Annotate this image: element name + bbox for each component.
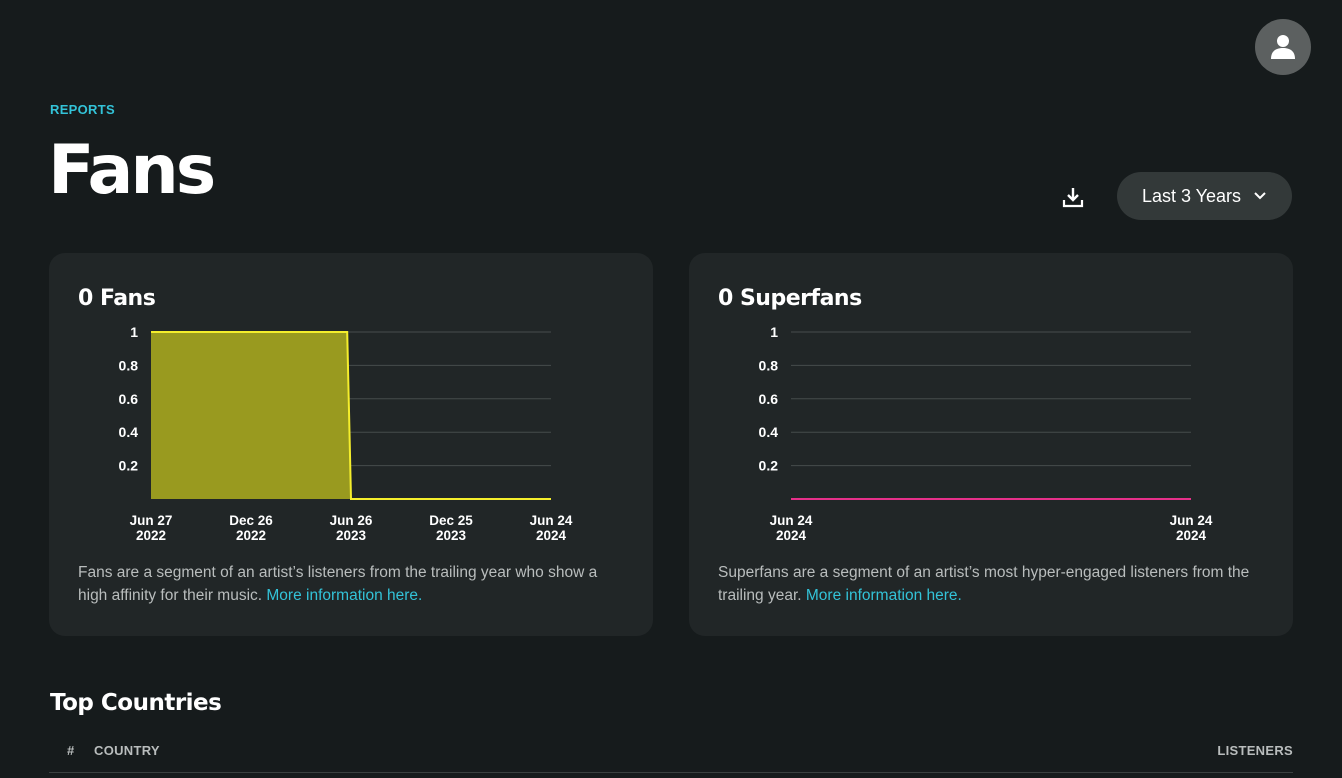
y-tick-label: 0.6: [119, 391, 139, 407]
download-icon: [1062, 188, 1084, 208]
date-range-dropdown[interactable]: Last 3 Years: [1117, 172, 1292, 220]
page-title: Fans: [48, 131, 216, 210]
y-tick-label: 0.4: [119, 424, 139, 440]
superfans-card: 0 Superfans 1 0.8 0.6 0.4 0.2 Jun 24 2024 Jun 2…: [689, 253, 1293, 636]
breadcrumb-reports[interactable]: REPORTS: [50, 102, 115, 117]
fans-card: 0 Fans 1 0.8 0.6 0.4 0.2 Jun 27 2022 Dec 26 2022…: [49, 253, 653, 636]
column-header-listeners[interactable]: LISTENERS: [1217, 743, 1293, 758]
download-button[interactable]: [1056, 180, 1090, 214]
chevron-down-icon: [1254, 192, 1266, 200]
x-tick-label: Jun 27 2022: [130, 513, 173, 543]
table-divider: [49, 772, 1293, 773]
fans-more-info-link[interactable]: More information here.: [266, 587, 423, 604]
y-tick-label: 0.8: [119, 357, 139, 373]
y-tick-label: 0.8: [759, 357, 779, 373]
y-tick-label: 0.4: [759, 424, 779, 440]
fans-chart: 1 0.8 0.6 0.4 0.2 Jun 27 2022 Dec 26 2022 Jun 26 2…: [119, 324, 573, 543]
y-tick-label: 0.2: [119, 458, 139, 474]
superfans-chart: 1 0.8 0.6 0.4 0.2 Jun 24 2024 Jun 24 2024: [759, 324, 1213, 543]
series-area: [151, 332, 551, 499]
fans-card-title: 0 Fans: [78, 286, 156, 311]
superfans-description: Superfans are a segment of an artist’s m…: [718, 561, 1268, 607]
x-tick-label: Dec 26 2022: [229, 513, 273, 543]
y-tick-label: 1: [770, 324, 778, 340]
fans-description: Fans are a segment of an artist’s listen…: [78, 561, 628, 607]
date-range-label: Last 3 Years: [1141, 185, 1242, 206]
x-tick-label: Jun 24 2024: [530, 513, 573, 543]
y-tick-label: 1: [130, 324, 138, 340]
superfans-more-info-link[interactable]: More information here.: [805, 587, 962, 604]
y-tick-label: 0.2: [759, 458, 779, 474]
x-tick-label: Dec 25 2023: [429, 513, 473, 543]
fans-description-text: Fans are a segment of an artist’s listen…: [78, 564, 598, 604]
column-header-country[interactable]: COUNTRY: [94, 743, 160, 758]
x-tick-label: Jun 26 2023: [330, 513, 373, 543]
superfans-description-text: Superfans are a segment of an artist’s m…: [718, 564, 1250, 604]
y-tick-label: 0.6: [759, 391, 779, 407]
user-avatar[interactable]: [1255, 19, 1311, 75]
series-line: [151, 331, 551, 500]
superfans-card-title: 0 Superfans: [718, 286, 862, 311]
user-icon: [1271, 35, 1295, 59]
column-header-rank: #: [67, 743, 75, 758]
x-tick-label: Jun 24 2024: [1170, 513, 1213, 543]
x-tick-label: Jun 24 2024: [770, 513, 813, 543]
top-countries-title: Top Countries: [50, 690, 222, 716]
